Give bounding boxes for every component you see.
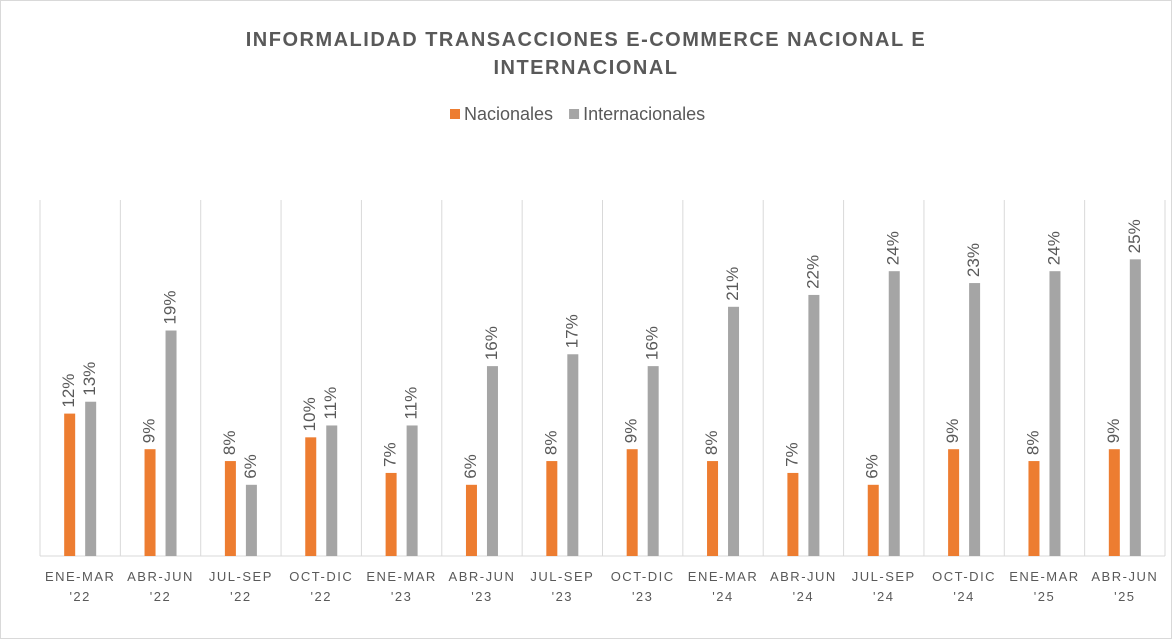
bar <box>486 366 498 556</box>
data-label: 25% <box>1125 219 1144 253</box>
bar <box>224 461 236 556</box>
data-label: 8% <box>541 430 560 455</box>
data-label: 8% <box>220 430 239 455</box>
bar <box>165 330 177 556</box>
x-tick-label: ABR-JUN '23 <box>449 569 516 604</box>
data-label: 8% <box>1023 430 1042 455</box>
x-tick-label: OCT-DIC '23 <box>611 569 675 604</box>
bar <box>707 461 719 556</box>
data-label: 11% <box>402 387 421 420</box>
x-tick-label: ABR-JUN '22 <box>127 569 194 604</box>
legend-label: Internacionales <box>583 104 705 124</box>
data-label: 13% <box>80 362 99 396</box>
bar <box>787 472 799 556</box>
bar <box>465 484 477 556</box>
x-tick-label: ABR-JUN '25 <box>1091 569 1158 604</box>
bar <box>385 472 397 556</box>
data-label: 22% <box>803 255 822 289</box>
data-label: 11% <box>321 387 340 420</box>
data-label: 24% <box>1044 231 1063 265</box>
bar <box>406 425 418 556</box>
x-tick-label: JUL-SEP '22 <box>209 569 273 604</box>
data-label: 12% <box>59 374 78 408</box>
bar <box>808 294 820 556</box>
bar <box>867 484 879 556</box>
data-label: 16% <box>643 326 662 360</box>
bar <box>1028 461 1040 556</box>
data-label: 9% <box>622 419 641 444</box>
data-label: 17% <box>562 314 581 348</box>
data-label: 21% <box>723 267 742 301</box>
bar <box>728 306 740 556</box>
bar <box>326 425 338 556</box>
x-tick-label: OCT-DIC '24 <box>932 569 996 604</box>
data-label: 24% <box>884 231 903 265</box>
data-label: 6% <box>241 454 260 479</box>
data-label: 9% <box>1104 419 1123 444</box>
data-label: 19% <box>161 291 180 325</box>
x-tick-label: JUL-SEP '24 <box>852 569 916 604</box>
data-label: 16% <box>482 326 501 360</box>
bar <box>1129 259 1141 556</box>
data-label: 10% <box>300 397 319 431</box>
x-tick-label: JUL-SEP '23 <box>530 569 594 604</box>
x-tick-label: ENE-MAR '24 <box>688 569 758 604</box>
bar <box>888 271 900 556</box>
bar <box>546 461 558 556</box>
bar <box>305 437 317 556</box>
bar <box>64 413 76 556</box>
data-label: 23% <box>964 243 983 277</box>
bar <box>85 401 97 556</box>
data-label: 6% <box>863 454 882 479</box>
bar <box>626 449 638 556</box>
data-label: 8% <box>702 430 721 455</box>
bar <box>1049 271 1061 556</box>
x-tick-label: ENE-MAR '25 <box>1009 569 1079 604</box>
bar <box>245 484 257 556</box>
legend-swatch <box>569 109 580 119</box>
bar <box>1108 449 1120 556</box>
bar <box>969 283 981 556</box>
x-tick-label: ENE-MAR '23 <box>366 569 436 604</box>
bar <box>567 354 579 556</box>
legend-label: Nacionales <box>464 104 553 124</box>
bar <box>144 449 156 556</box>
data-label: 7% <box>381 442 400 467</box>
chart-title: INFORMALIDAD TRANSACCIONES E-COMMERCE NA… <box>245 29 927 79</box>
x-tick-label: OCT-DIC '22 <box>289 569 353 604</box>
x-tick-label: ABR-JUN '24 <box>770 569 837 604</box>
data-label: 6% <box>461 454 480 479</box>
data-label: 9% <box>943 419 962 444</box>
data-label: 7% <box>782 442 801 467</box>
legend-swatch <box>450 109 460 119</box>
x-tick-label: ENE-MAR '22 <box>45 569 115 604</box>
data-label: 9% <box>140 419 159 444</box>
bar <box>948 449 960 556</box>
bar <box>647 366 659 556</box>
